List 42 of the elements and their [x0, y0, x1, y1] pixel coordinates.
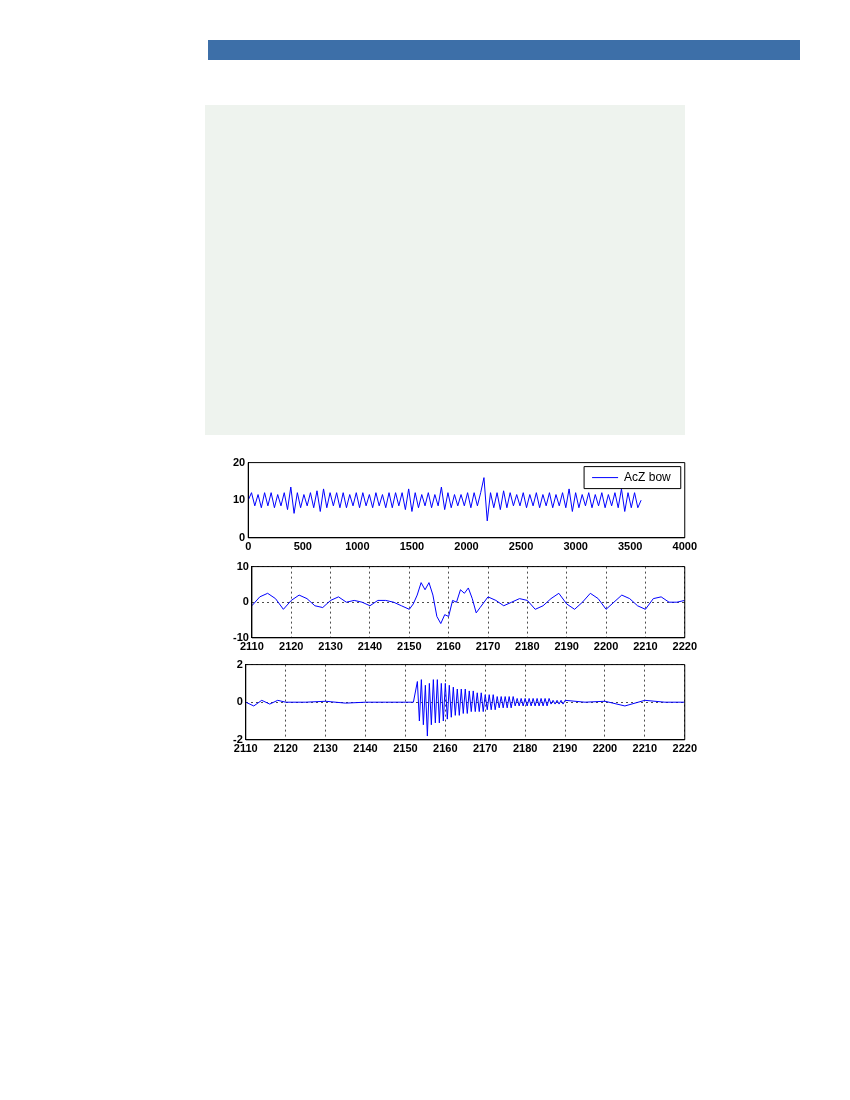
- y-tick-label: 2: [236, 657, 243, 670]
- x-tick-label: 2120: [273, 742, 298, 755]
- x-tick-label: 3500: [617, 540, 643, 553]
- x-tick-label: 2190: [552, 742, 578, 755]
- x-tick-label: 2160: [436, 640, 461, 653]
- y-tick-label: 0: [242, 595, 249, 608]
- x-tick-label: 2180: [512, 742, 538, 755]
- x-tick-label: 2110: [239, 640, 264, 653]
- x-tick-label: 2150: [393, 742, 418, 755]
- x-tick-label: 1000: [345, 540, 370, 553]
- x-tick-label: 2170: [472, 742, 498, 755]
- x-tick-label: 500: [293, 540, 312, 553]
- x-tick-label: 2140: [357, 640, 383, 653]
- x-tick-label: 2120: [279, 640, 304, 653]
- x-tick-label: 2220: [672, 640, 698, 653]
- x-tick-label: 2210: [632, 742, 658, 755]
- x-tick-label: 2130: [318, 640, 343, 653]
- x-tick-label: 1500: [399, 540, 425, 553]
- y-tick-label: -10: [232, 630, 249, 643]
- x-tick-label: 2220: [672, 742, 698, 755]
- x-tick-label: 2200: [592, 742, 618, 755]
- y-tick-label: 20: [232, 455, 246, 468]
- y-tick-label: 0: [239, 530, 246, 543]
- legend-label: AcZ bow: [624, 469, 672, 484]
- x-tick-label: 2170: [475, 640, 501, 653]
- x-tick-label: 2200: [593, 640, 619, 653]
- y-tick-label: -2: [233, 732, 243, 745]
- x-tick-label: 2160: [433, 742, 458, 755]
- x-tick-label: 3000: [563, 540, 588, 553]
- x-tick-label: 2180: [515, 640, 540, 653]
- y-tick-label: 10: [232, 493, 246, 506]
- y-tick-label: 0: [236, 695, 243, 708]
- y-tick-label: 10: [236, 559, 249, 572]
- x-tick-label: 2140: [353, 742, 378, 755]
- x-tick-label: 2500: [508, 540, 534, 553]
- x-tick-label: 2110: [233, 742, 258, 755]
- x-tick-label: 2130: [313, 742, 338, 755]
- x-tick-label: 2000: [454, 540, 479, 553]
- x-tick-label: 2210: [633, 640, 658, 653]
- x-tick-label: 2150: [397, 640, 422, 653]
- x-tick-label: 4000: [672, 540, 698, 553]
- x-tick-label: 2190: [554, 640, 579, 653]
